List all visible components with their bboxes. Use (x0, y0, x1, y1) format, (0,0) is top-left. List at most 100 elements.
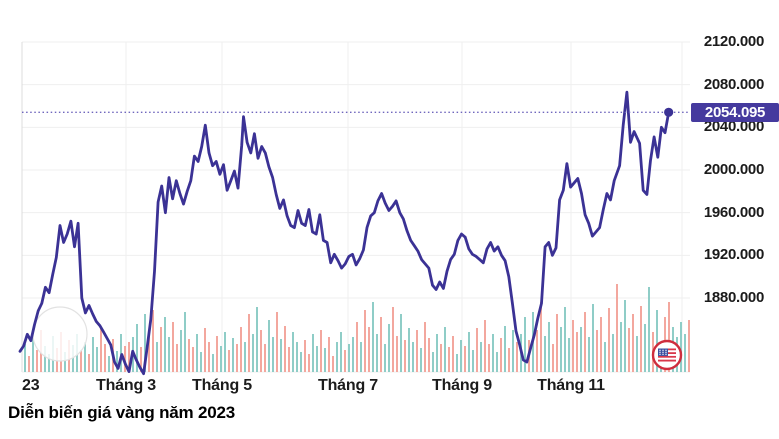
volume-bar (180, 330, 183, 372)
volume-bar (164, 317, 167, 372)
volume-bar (656, 310, 659, 372)
volume-bar (624, 300, 627, 372)
volume-bar (356, 322, 359, 372)
volume-bar (108, 356, 111, 372)
volume-bar (548, 322, 551, 372)
volume-bar (304, 340, 307, 372)
volume-bar (280, 339, 283, 372)
last-price-dot (664, 107, 674, 117)
chart-caption: Diễn biến giá vàng năm 2023 (8, 403, 236, 422)
volume-bar (396, 336, 399, 372)
volume-bar (384, 344, 387, 372)
volume-bar (680, 322, 683, 372)
volume-bar (564, 307, 567, 372)
volume-bar (400, 314, 403, 372)
volume-bar (320, 330, 323, 372)
volume-bar (604, 342, 607, 372)
volume-bar (448, 347, 451, 372)
volume-bar (220, 346, 223, 372)
volume-bar (452, 336, 455, 372)
volume-bar (268, 320, 271, 372)
volume-bar (380, 317, 383, 372)
volume-bar (476, 328, 479, 372)
volume-bar (44, 346, 47, 372)
volume-bar (668, 302, 671, 372)
volume-bar (424, 322, 427, 372)
volume-bar (64, 352, 67, 372)
volume-bar (388, 324, 391, 372)
volume-bar (464, 346, 467, 372)
volume-bar (308, 354, 311, 372)
volume-bar (88, 354, 91, 372)
volume-bar (632, 314, 635, 372)
volume-bar (616, 284, 619, 372)
volume-bar (348, 344, 351, 372)
volume-bar (192, 347, 195, 372)
y-axis-label: 2080.000 (703, 75, 764, 93)
volume-bar (552, 344, 555, 372)
volume-bar (492, 334, 495, 372)
price-line (18, 90, 671, 376)
volume-bar (24, 344, 27, 372)
volume-bar (588, 337, 591, 372)
volume-bar (272, 337, 275, 372)
x-axis-label-month: Tháng 11 (537, 377, 605, 394)
volume-bar (216, 336, 219, 372)
volume-bar (248, 314, 251, 372)
volume-bar (592, 304, 595, 372)
volume-bar (236, 344, 239, 372)
volume-bar (620, 322, 623, 372)
volume-bar (244, 342, 247, 372)
volume-bar (524, 317, 527, 372)
volume-bar (300, 352, 303, 372)
volume-bar (640, 306, 643, 372)
volume-bar (32, 338, 35, 372)
volume-bar (288, 347, 291, 372)
volume-bar (440, 344, 443, 372)
volume-bar (232, 338, 235, 372)
volume-bar (28, 356, 31, 372)
volume-bar (576, 332, 579, 372)
volume-bar (612, 334, 615, 372)
y-axis-label: 1880.000 (703, 289, 764, 306)
volume-bar (636, 336, 639, 372)
volume-bar (260, 330, 263, 372)
volume-bar (332, 356, 335, 372)
volume-bar (472, 350, 475, 372)
volume-bar (496, 352, 499, 372)
volume-bar (540, 302, 543, 372)
volume-bar (568, 338, 571, 372)
x-axis-label-month: Tháng 7 (318, 377, 378, 394)
volume-bar (124, 346, 127, 372)
volume-bar (160, 327, 163, 372)
volume-bar (488, 344, 491, 372)
volume-bar (120, 334, 123, 372)
volume-bar (224, 332, 227, 372)
y-axis-label: 1960.000 (703, 203, 764, 221)
volume-bar (168, 337, 171, 372)
volume-bar (200, 352, 203, 372)
volume-bar (240, 327, 243, 372)
volume-bar (648, 287, 651, 372)
volume-bar (536, 330, 539, 372)
volume-bar (104, 344, 107, 372)
volume-bar (556, 314, 559, 372)
volume-bar (344, 350, 347, 372)
volume-bar (572, 320, 575, 372)
volume-bar (228, 350, 231, 372)
volume-bar (432, 352, 435, 372)
y-axis-label: 2040.000 (703, 118, 764, 136)
volume-bar (584, 312, 587, 372)
volume-bar (444, 327, 447, 372)
volume-bar (316, 346, 319, 372)
volume-bar (508, 348, 511, 372)
x-axis-label-month: Tháng 5 (192, 377, 252, 394)
volume-bar (352, 337, 355, 372)
volume-bar (284, 326, 287, 372)
volume-bar (204, 328, 207, 372)
x-axis-label-year: 23 (22, 377, 40, 394)
volume-bar (376, 334, 379, 372)
volume-bar (364, 310, 367, 372)
